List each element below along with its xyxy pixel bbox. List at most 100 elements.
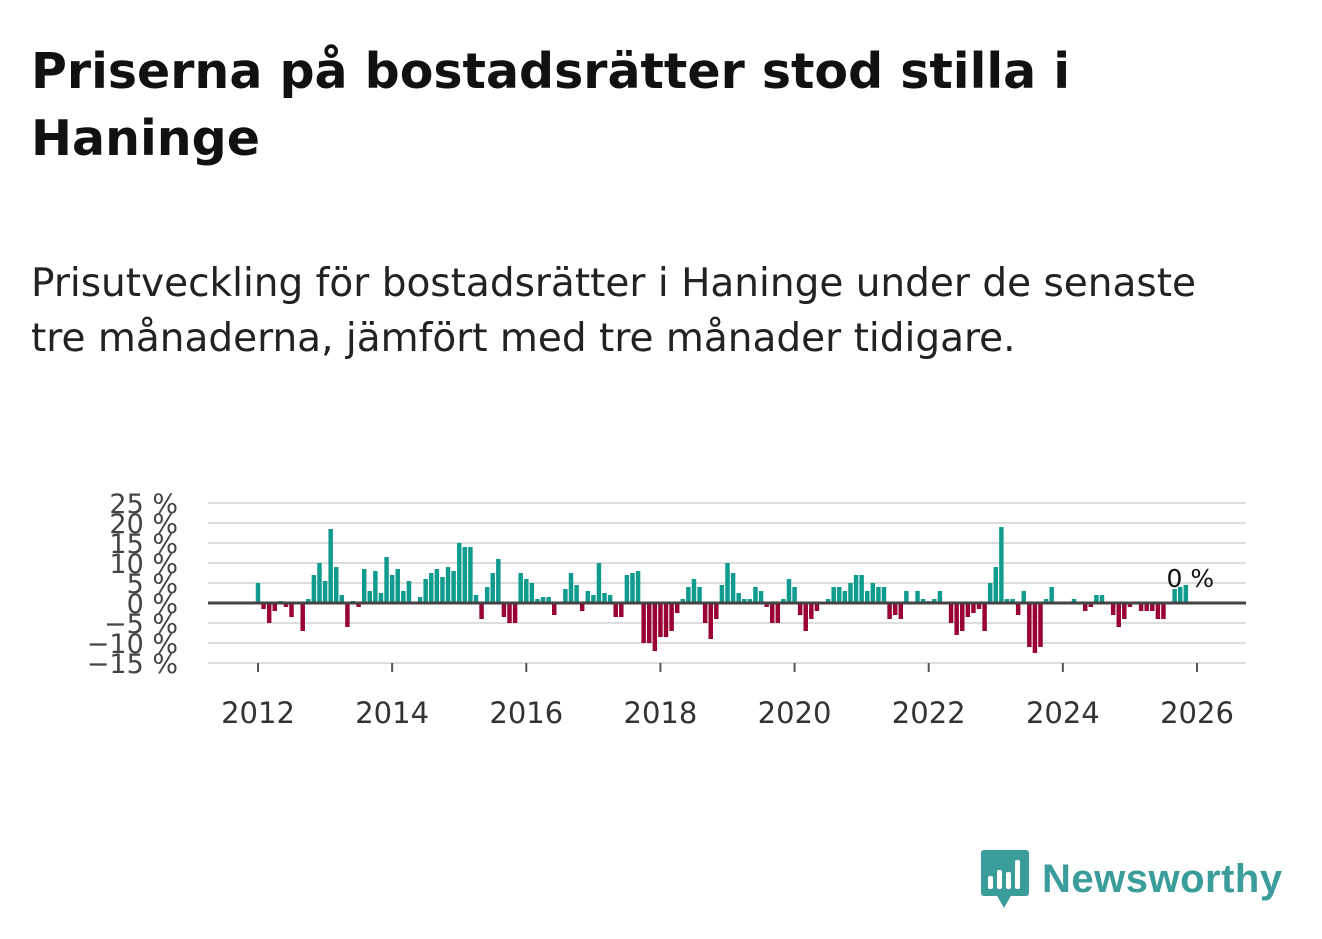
bar <box>389 575 395 603</box>
bar <box>602 593 607 603</box>
bar <box>1122 603 1127 619</box>
bar <box>674 603 680 613</box>
bar <box>445 567 451 603</box>
bar <box>272 603 277 611</box>
bar <box>714 603 719 619</box>
bar <box>585 591 590 603</box>
bar <box>736 593 741 603</box>
bar <box>300 603 305 631</box>
bar <box>501 603 507 617</box>
bar <box>317 563 322 603</box>
bar <box>853 575 859 603</box>
bar <box>1144 603 1149 611</box>
bar <box>417 597 423 603</box>
x-tick-label: 2012 <box>221 696 295 730</box>
bar <box>809 603 814 619</box>
x-tick-label: 2024 <box>1026 696 1100 730</box>
bar <box>378 593 384 603</box>
bar <box>1038 603 1043 647</box>
bar <box>322 581 328 603</box>
bar <box>440 577 445 603</box>
bar <box>479 603 484 619</box>
bar <box>876 587 881 603</box>
bar <box>535 599 540 603</box>
bar <box>1178 587 1183 603</box>
bar <box>680 599 686 603</box>
bar <box>568 573 574 603</box>
bar <box>708 603 713 639</box>
bar <box>881 587 887 603</box>
bar <box>546 597 551 603</box>
bar <box>406 581 412 603</box>
bar <box>641 603 646 643</box>
bar <box>1021 591 1026 603</box>
bar <box>865 591 870 603</box>
bar <box>401 591 406 603</box>
y-tick-label: −5 % <box>104 609 178 640</box>
bar <box>1099 595 1105 603</box>
x-tick-label: 2022 <box>892 696 966 730</box>
x-tick-label: 2018 <box>624 696 698 730</box>
bar <box>1155 603 1161 619</box>
bar <box>289 603 294 617</box>
bar <box>993 567 999 603</box>
bar <box>797 603 803 615</box>
bar <box>825 599 831 603</box>
bar <box>512 603 518 623</box>
bar <box>540 597 546 603</box>
chart-subtitle: Prisutveckling för bostadsrätter i Hanin… <box>31 261 1197 361</box>
bar <box>753 587 758 603</box>
bar <box>266 603 272 623</box>
bar <box>255 583 261 603</box>
bar <box>1127 603 1133 607</box>
bar <box>591 595 596 603</box>
bar <box>764 603 769 607</box>
bar <box>971 603 976 613</box>
bar <box>395 569 400 603</box>
bar <box>468 547 473 603</box>
bar <box>574 585 579 603</box>
bar <box>283 603 289 607</box>
bar <box>619 603 624 617</box>
y-tick-label: 25 % <box>109 489 178 520</box>
bar <box>725 563 730 603</box>
bar <box>1082 603 1088 611</box>
bar <box>814 603 820 611</box>
bar <box>775 603 781 623</box>
bar <box>870 583 876 603</box>
bar <box>719 585 725 603</box>
bar <box>1161 603 1166 619</box>
x-tick-label: 2026 <box>1160 696 1234 730</box>
bar <box>1116 603 1121 627</box>
bar <box>630 573 635 603</box>
bar <box>529 583 535 603</box>
bar <box>367 591 373 603</box>
bar <box>803 603 808 631</box>
y-tick-label: 20 % <box>109 509 178 540</box>
bar <box>904 591 909 603</box>
bar <box>892 603 898 615</box>
bar <box>1032 603 1038 653</box>
bar <box>423 579 428 603</box>
bar <box>334 567 339 603</box>
bar <box>742 599 747 603</box>
bar <box>937 591 943 603</box>
bar <box>758 591 764 603</box>
bar <box>311 575 317 603</box>
bar <box>663 603 669 637</box>
bar <box>976 603 982 609</box>
bar <box>1172 589 1177 603</box>
bar <box>1010 599 1015 603</box>
bar <box>596 563 602 603</box>
bar <box>552 603 557 615</box>
bar <box>356 603 361 607</box>
bar <box>490 573 495 603</box>
bar <box>1004 599 1010 603</box>
bar <box>1071 599 1077 603</box>
bar <box>1150 603 1155 611</box>
x-axis-ticks: 2012 2014 2016 2018 2020 2022 2024 2026 <box>221 663 1234 730</box>
y-tick-label: 10 % <box>109 549 178 580</box>
bar <box>915 591 920 603</box>
bar <box>1043 599 1049 603</box>
latest-value-label: 0 % <box>1166 564 1214 593</box>
